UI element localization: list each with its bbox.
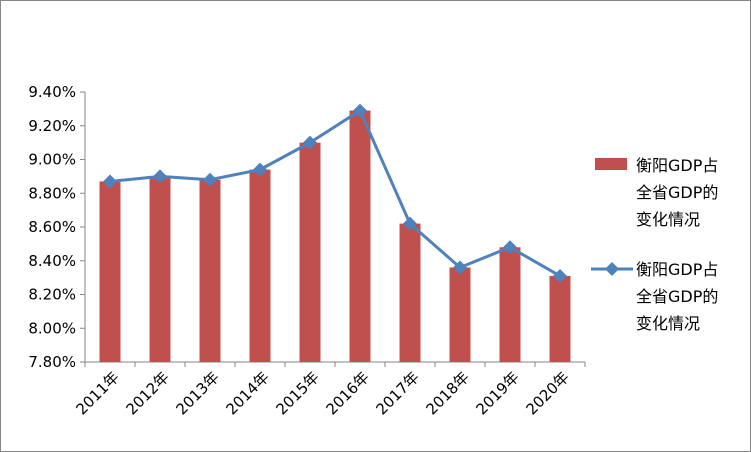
y-tick-label: 8.60% [28, 218, 76, 236]
bar [199, 179, 221, 362]
line-point [553, 268, 567, 283]
x-ticks: 2011年 2012年 2013年 2014年 2015年 2016年 2017年 2018年… [72, 362, 586, 418]
x-tick-label: 2012年 [122, 368, 172, 418]
bar [99, 181, 121, 362]
x-tick-label: 2013年 [172, 368, 222, 418]
y-tick-label: 9.40% [28, 83, 76, 101]
x-tick-label: 2018年 [422, 368, 472, 418]
line-point [203, 172, 217, 187]
x-tick-label: 2017年 [372, 368, 422, 418]
x-tick-label: 2015年 [272, 368, 322, 418]
line-point [353, 103, 367, 118]
y-tick-label: 8.00% [28, 319, 76, 337]
y-tick-label: 8.40% [28, 252, 76, 270]
y-ticks: 7.80% 8.00% 8.20% 8.40% 8.60% 8.80% 9.00% 9.20%… [28, 83, 85, 371]
legend-label-line: 变化情况 [636, 314, 700, 333]
legend-label-bar: 衡阳GDP占 [636, 156, 718, 175]
x-tick-label: 2014年 [222, 368, 272, 418]
line-point [303, 135, 317, 150]
bar [499, 247, 521, 362]
y-tick-label: 7.80% [28, 353, 76, 371]
bar [349, 110, 371, 362]
line-point [153, 169, 167, 184]
line-point [103, 174, 117, 189]
legend-label-bar: 全省GDP的 [636, 183, 718, 202]
bar [149, 176, 171, 362]
y-tick-label: 9.20% [28, 117, 76, 135]
x-tick-label: 2011年 [72, 368, 122, 418]
bar [299, 142, 321, 362]
bar [449, 267, 471, 362]
line-point [503, 240, 517, 255]
y-tick-label: 8.20% [28, 286, 76, 304]
legend-label-line: 全省GDP的 [636, 287, 718, 306]
bar [249, 169, 271, 362]
bar-series [99, 110, 571, 362]
legend-swatch-marker [605, 262, 619, 276]
x-tick-label: 2020年 [522, 368, 572, 418]
legend-label-bar: 变化情况 [636, 210, 700, 229]
x-tick-label: 2016年 [322, 368, 372, 418]
line-point [403, 216, 417, 231]
legend-swatch-bar [595, 158, 627, 170]
y-tick-label: 9.00% [28, 151, 76, 169]
bar [549, 275, 571, 362]
bar [399, 223, 421, 362]
line-series [103, 103, 567, 283]
y-tick-label: 8.80% [28, 184, 76, 202]
series-line [109, 109, 561, 278]
x-tick-label: 2019年 [472, 368, 522, 418]
legend-label-line: 衡阳GDP占 [636, 260, 718, 279]
line-point [253, 162, 267, 177]
line-point [453, 260, 467, 275]
